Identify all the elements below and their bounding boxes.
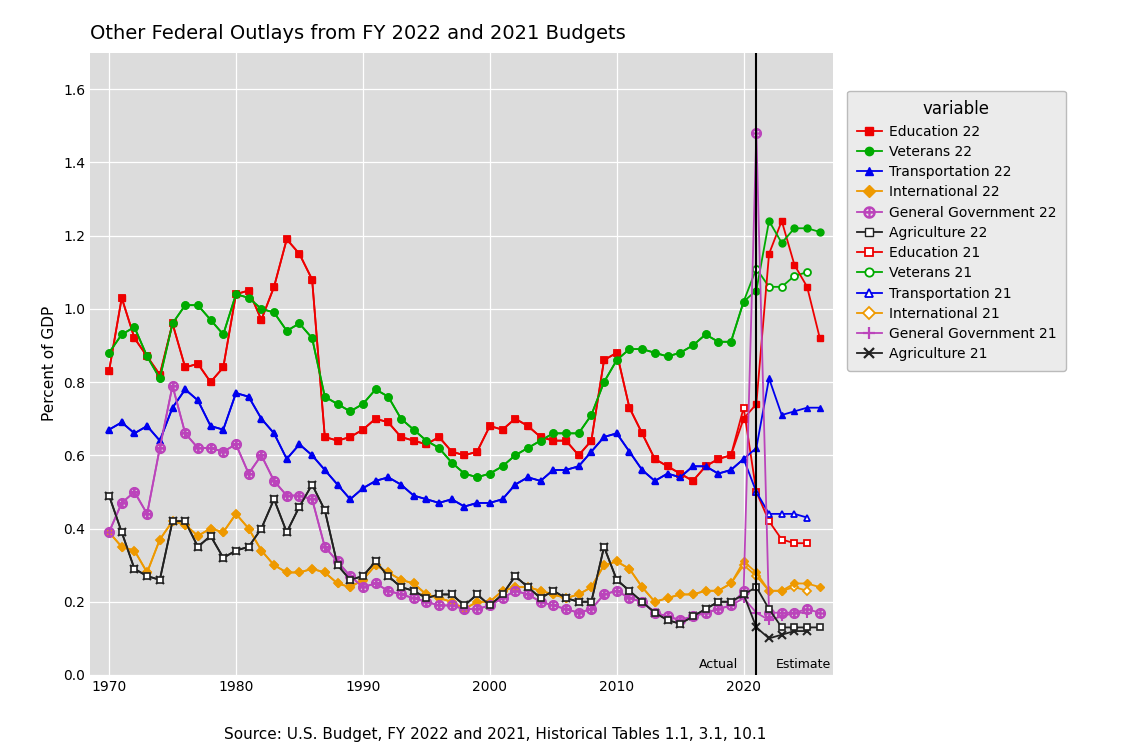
Y-axis label: Percent of GDP: Percent of GDP	[43, 306, 57, 422]
Text: Actual: Actual	[700, 658, 739, 671]
Text: Source: U.S. Budget, FY 2022 and 2021, Historical Tables 1.1, 3.1, 10.1: Source: U.S. Budget, FY 2022 and 2021, H…	[224, 728, 766, 742]
Legend: Education 22, Veterans 22, Transportation 22, International 22, General Governme: Education 22, Veterans 22, Transportatio…	[847, 91, 1065, 371]
Text: Estimate: Estimate	[775, 658, 830, 671]
Text: Other Federal Outlays from FY 2022 and 2021 Budgets: Other Federal Outlays from FY 2022 and 2…	[90, 23, 626, 43]
